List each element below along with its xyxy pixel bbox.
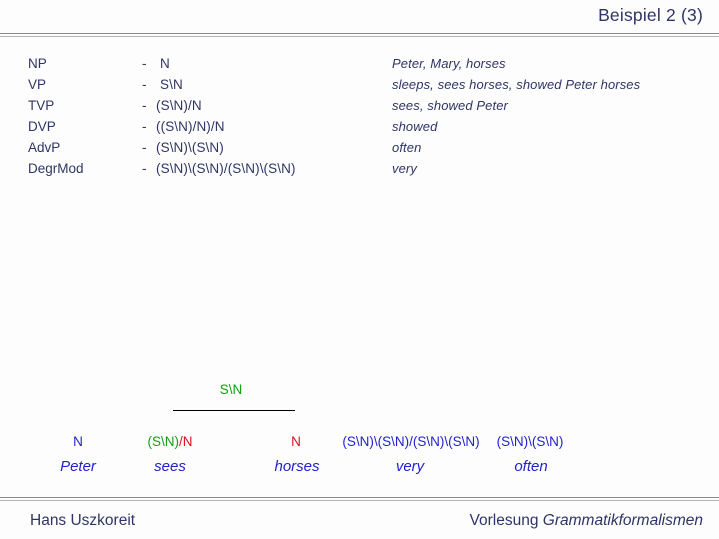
lexicon-type: S\N	[160, 77, 183, 92]
category-part: N	[73, 434, 83, 449]
lexicon-category: DegrMod	[28, 161, 84, 176]
footer-divider	[0, 497, 719, 502]
footer-lecture-prefix: Vorlesung	[469, 512, 543, 529]
table-row: VP - S\N sleeps, sees horses, showed Pet…	[28, 77, 708, 98]
derivation-word-often: often	[514, 458, 548, 475]
lexicon-examples: showed	[392, 119, 438, 134]
derivation-word-peter: Peter	[60, 458, 96, 475]
lexicon-type: ((S\N)/N)/N	[156, 119, 225, 134]
lexicon-dash: -	[142, 56, 147, 71]
derivation-word-horses: horses	[274, 458, 320, 475]
derivation-word-very: very	[395, 458, 425, 475]
lexicon-examples: Peter, Mary, horses	[392, 56, 506, 71]
lexicon-type: (S\N)\(S\N)/(S\N)\(S\N)	[156, 161, 296, 176]
lexicon-examples: sleeps, sees horses, showed Peter horses	[392, 77, 641, 92]
lexicon-dash: -	[142, 119, 147, 134]
table-row: DegrMod - (S\N)\(S\N)/(S\N)\(S\N) very	[28, 161, 708, 182]
footer-lecture: Vorlesung Grammatikformalismen	[470, 512, 703, 530]
page-title: Beispiel 2 (3)	[598, 5, 703, 25]
lexicon-dash: -	[142, 140, 147, 155]
table-row: TVP - (S\N)/N sees, showed Peter	[28, 98, 708, 119]
derivation-category-horses: N	[291, 434, 301, 449]
derivation-category-often: (S\N)\(S\N)	[497, 434, 564, 449]
table-row: AdvP - (S\N)\(S\N) often	[28, 140, 708, 161]
derivation-category-sees: (S\N)/N	[148, 434, 193, 449]
footer-author: Hans Uszkoreit	[30, 512, 136, 529]
lexicon-table: NP - N Peter, Mary, horses VP - S\N slee…	[28, 56, 708, 182]
lexicon-examples: very	[392, 161, 417, 176]
derivation-combination-bar	[173, 410, 295, 411]
lexicon-type: (S\N)/N	[156, 98, 202, 113]
lexicon-category: DVP	[28, 119, 56, 134]
table-row: DVP - ((S\N)/N)/N showed	[28, 119, 708, 140]
category-part: N	[291, 434, 301, 449]
category-part: (S\N)	[147, 434, 180, 449]
table-row: NP - N Peter, Mary, horses	[28, 56, 708, 77]
header-divider	[0, 33, 719, 38]
lexicon-dash: -	[142, 98, 147, 113]
lexicon-category: TVP	[28, 98, 55, 113]
lexicon-examples: sees, showed Peter	[392, 98, 508, 113]
derivation-word-sees: sees	[154, 458, 186, 475]
lexicon-category: AdvP	[28, 140, 61, 155]
category-part: (S\N)\(S\N)/(S\N)\(S\N)	[342, 434, 480, 449]
lexicon-examples: often	[392, 140, 422, 155]
footer-divider-line-top	[0, 497, 719, 498]
lexicon-category: VP	[28, 77, 47, 92]
header-divider-line-bottom	[0, 36, 719, 37]
lexicon-dash: -	[142, 161, 147, 176]
category-part: /N	[179, 434, 193, 449]
lexicon-type: (S\N)\(S\N)	[156, 140, 224, 155]
footer-lecture-title: Grammatikformalismen	[542, 512, 703, 529]
lexicon-dash: -	[142, 77, 147, 92]
header-divider-line-top	[0, 33, 719, 34]
lexicon-category: NP	[28, 56, 47, 71]
footer-divider-line-bottom	[0, 500, 719, 501]
category-part: (S\N)\(S\N)	[496, 434, 564, 449]
derivation-category-peter: N	[73, 434, 83, 449]
lexicon-type: N	[160, 56, 170, 71]
derivation-category-very: (S\N)\(S\N)/(S\N)\(S\N)	[342, 434, 479, 449]
derivation-result-node: S\N	[219, 382, 243, 397]
